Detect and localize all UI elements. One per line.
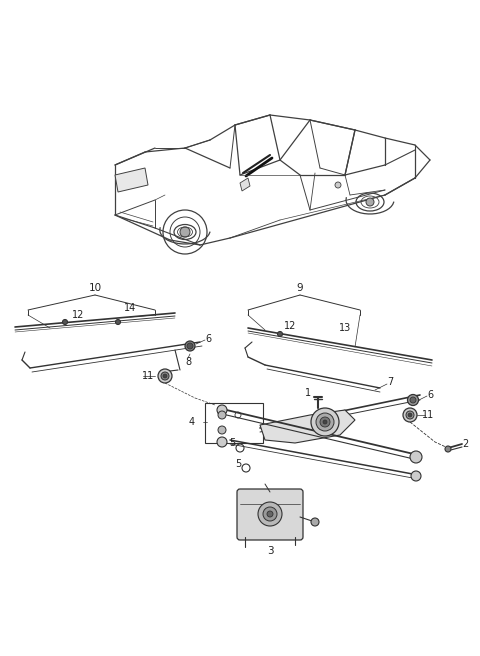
Circle shape	[408, 394, 419, 405]
Circle shape	[267, 511, 273, 517]
Circle shape	[411, 471, 421, 481]
Text: 5: 5	[235, 459, 241, 469]
Circle shape	[185, 341, 195, 351]
Circle shape	[263, 507, 277, 521]
Circle shape	[258, 502, 282, 526]
Circle shape	[311, 408, 339, 436]
Circle shape	[277, 331, 283, 337]
Circle shape	[323, 420, 327, 424]
Circle shape	[408, 413, 412, 417]
Circle shape	[335, 182, 341, 188]
Text: 10: 10	[88, 283, 102, 293]
Circle shape	[158, 369, 172, 383]
FancyBboxPatch shape	[237, 489, 303, 540]
Circle shape	[218, 411, 226, 419]
Polygon shape	[115, 168, 148, 192]
Circle shape	[406, 411, 414, 419]
Circle shape	[366, 198, 374, 206]
Bar	[205, 403, 263, 443]
Circle shape	[445, 446, 451, 452]
Text: 7: 7	[387, 377, 393, 387]
Text: 11: 11	[422, 410, 434, 420]
Text: 8: 8	[185, 357, 191, 367]
Circle shape	[180, 227, 190, 237]
Polygon shape	[240, 178, 250, 191]
Circle shape	[218, 426, 226, 434]
Text: 5: 5	[229, 438, 235, 448]
Circle shape	[62, 319, 68, 325]
Text: 6: 6	[205, 334, 211, 344]
Text: 3: 3	[267, 546, 273, 556]
Text: 14: 14	[124, 303, 136, 313]
Text: 2: 2	[462, 439, 468, 449]
Circle shape	[116, 319, 120, 325]
Text: 9: 9	[297, 283, 303, 293]
Circle shape	[217, 437, 227, 447]
Text: 12: 12	[284, 321, 296, 331]
Circle shape	[403, 408, 417, 422]
Circle shape	[311, 518, 319, 526]
Text: 11: 11	[142, 371, 154, 381]
Text: 12: 12	[72, 310, 84, 320]
Circle shape	[217, 405, 227, 415]
Circle shape	[163, 374, 167, 378]
Text: 13: 13	[339, 323, 351, 333]
Circle shape	[410, 451, 422, 463]
Polygon shape	[260, 410, 355, 443]
Circle shape	[316, 413, 334, 431]
Circle shape	[161, 372, 169, 380]
Circle shape	[187, 343, 193, 349]
Circle shape	[410, 397, 416, 403]
Circle shape	[320, 417, 330, 427]
Text: 1: 1	[305, 388, 311, 398]
Text: 4: 4	[189, 417, 195, 427]
Text: 6: 6	[427, 390, 433, 400]
